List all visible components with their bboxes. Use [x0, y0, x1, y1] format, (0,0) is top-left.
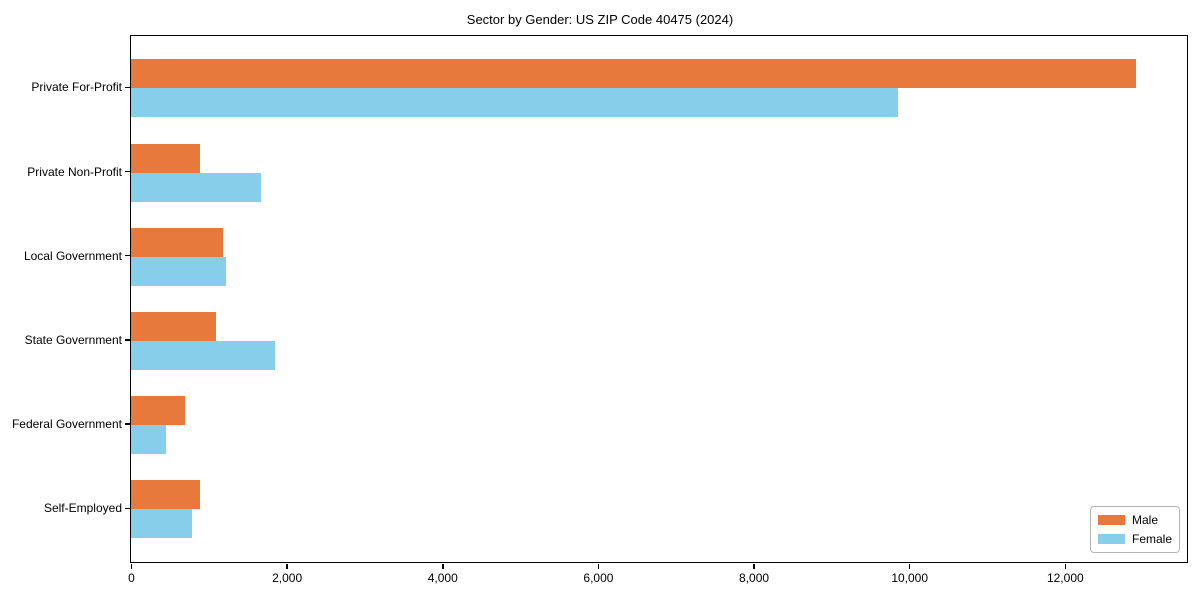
xtick-mark-4000	[442, 564, 444, 569]
ytick-label-private-non-profit: Private Non-Profit	[27, 164, 122, 179]
xtick-mark-2000	[286, 564, 288, 569]
xtick-mark-0	[130, 564, 133, 569]
bar-female-local-government	[131, 256, 226, 286]
xtick-label-0: 0	[128, 571, 135, 585]
xtick-label-10000: 10,000	[891, 571, 929, 585]
bar-female-private-non-profit	[131, 172, 261, 202]
ytick-mark-state-government	[125, 339, 130, 341]
xtick-mark-6000	[597, 564, 600, 569]
xtick-label-12000: 12,000	[1046, 571, 1084, 585]
legend: Male Female	[1090, 506, 1180, 553]
xtick-label-8000: 8,000	[739, 571, 770, 585]
bar-male-self-employed	[131, 480, 201, 510]
bar-male-local-government	[131, 227, 223, 257]
xtick-mark-8000	[753, 564, 755, 569]
bar-female-federal-government	[131, 425, 167, 455]
xtick-label-6000: 6,000	[583, 571, 614, 585]
plot-area	[130, 35, 1188, 563]
chart-title: Sector by Gender: US ZIP Code 40475 (202…	[466, 12, 734, 27]
bar-male-private-non-profit	[131, 143, 201, 173]
ytick-label-federal-government: Federal Government	[11, 417, 122, 432]
male-color-swatch	[1098, 515, 1125, 525]
ytick-mark-federal-government	[125, 423, 130, 425]
ytick-mark-private-for-profit	[125, 86, 130, 89]
xtick-label-4000: 4,000	[427, 571, 458, 585]
female-color-swatch	[1098, 534, 1125, 544]
ytick-label-state-government: State Government	[24, 332, 122, 347]
xtick-mark-12000	[1064, 564, 1067, 569]
ytick-label-self-employed: Self-Employed	[43, 501, 122, 516]
ytick-label-local-government: Local Government	[23, 248, 122, 263]
ytick-mark-local-government	[125, 254, 130, 257]
bar-female-private-for-profit	[131, 88, 898, 118]
bar-female-self-employed	[131, 509, 192, 539]
ytick-mark-private-non-profit	[125, 170, 130, 173]
bar-male-state-government	[131, 311, 216, 341]
bar-male-private-for-profit	[131, 59, 1137, 89]
xtick-mark-10000	[908, 564, 911, 569]
bar-female-state-government	[131, 340, 275, 370]
legend-entry-male: Male	[1098, 513, 1179, 527]
legend-label-male: Male	[1132, 513, 1159, 527]
ytick-mark-self-employed	[125, 507, 130, 510]
legend-label-female: Female	[1132, 532, 1173, 546]
bar-male-federal-government	[131, 396, 185, 426]
legend-entry-female: Female	[1098, 532, 1179, 546]
ytick-label-private-for-profit: Private For-Profit	[31, 80, 122, 95]
xtick-label-2000: 2,000	[272, 571, 303, 585]
